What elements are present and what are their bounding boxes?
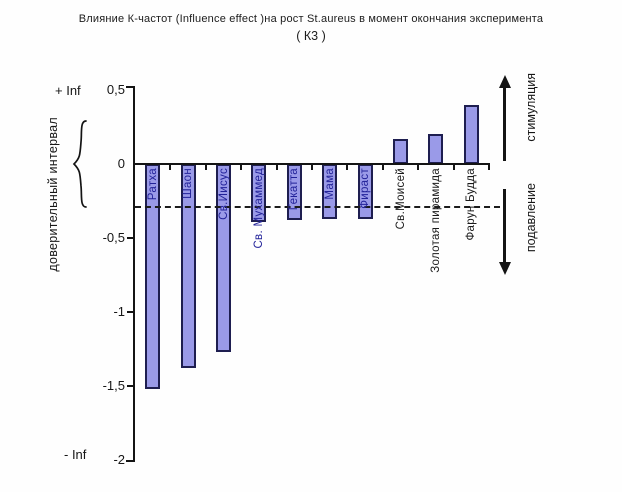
y-axis-top-cap xyxy=(126,86,135,88)
y-axis-tick-label: 0 xyxy=(117,156,125,171)
bar-category-label: Мама xyxy=(323,168,336,200)
y-axis-tick-label: -1 xyxy=(113,304,125,319)
y-axis-tick xyxy=(127,385,134,387)
y-axis-line xyxy=(133,87,135,462)
x-axis-tick xyxy=(346,165,349,170)
chart-subtitle: ( К3 ) xyxy=(296,29,326,43)
y-axis-tick xyxy=(127,237,134,239)
stimulation-label: стимуляция xyxy=(524,73,538,142)
bar xyxy=(393,138,408,164)
bar-category-label: Ратха xyxy=(146,168,159,201)
bar-category-label: Гекатта xyxy=(288,168,301,211)
bar-category-label: Св. Мухаммед xyxy=(252,168,265,249)
x-axis-tick xyxy=(311,165,313,170)
bar-category-label: Св.Моисей xyxy=(394,168,407,230)
x-axis-tick xyxy=(452,165,455,170)
bar-category-label: Золотая пирамида xyxy=(429,168,442,273)
confidence-interval-brace-icon xyxy=(71,119,88,214)
x-axis-line xyxy=(134,163,490,165)
bar-category-label: Шаон xyxy=(182,168,195,199)
plus-infinity-label: + Inf xyxy=(55,83,81,98)
y-axis-tick-label: -2 xyxy=(113,452,125,467)
minus-infinity-label: - Inf xyxy=(64,447,87,462)
y-axis-tick-label: -1,5 xyxy=(102,378,125,393)
x-axis-tick xyxy=(204,165,207,170)
chart-title: Влияние К-частот (Influence effect )на р… xyxy=(78,13,544,25)
suppression-label: подавление xyxy=(524,183,538,253)
y-axis-bottom-cap xyxy=(126,460,135,462)
x-axis-tick xyxy=(488,165,490,170)
y-axis-tick-label: -0,5 xyxy=(102,230,125,245)
bar xyxy=(463,104,479,164)
suppression-down-arrow-icon xyxy=(498,189,511,275)
bar xyxy=(428,134,444,164)
x-axis-tick xyxy=(381,165,384,170)
confidence-threshold-dashed-line xyxy=(135,205,500,208)
bar-category-label: Фираст xyxy=(359,168,372,209)
y-axis-tick xyxy=(127,311,134,313)
y-axis-tick-label: 0,5 xyxy=(106,82,125,97)
x-axis-tick xyxy=(169,165,172,170)
y-axis-title: доверительный интервал xyxy=(46,117,60,272)
stimulation-up-arrow-icon xyxy=(498,75,511,161)
bar-category-label: Св.Иисус xyxy=(217,168,230,220)
bar xyxy=(180,164,196,369)
x-axis-tick xyxy=(275,165,278,170)
bar-category-label: Фарун Будда xyxy=(465,168,478,241)
x-axis-tick xyxy=(240,165,243,170)
x-axis-tick xyxy=(417,165,420,170)
